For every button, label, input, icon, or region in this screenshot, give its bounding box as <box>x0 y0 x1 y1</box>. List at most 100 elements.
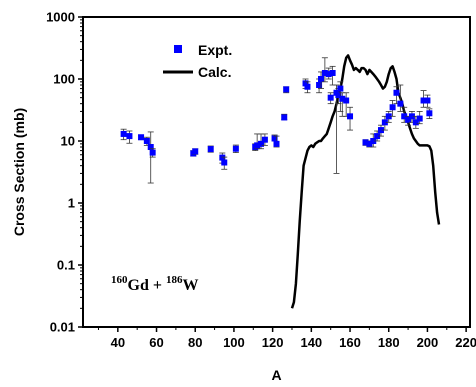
x-axis-title: A <box>271 367 281 383</box>
expt-point <box>389 100 396 117</box>
expt-marker <box>370 138 377 144</box>
expt-marker <box>401 113 408 120</box>
expt-marker <box>126 133 133 140</box>
expt-marker <box>335 92 342 99</box>
expt-point <box>138 134 145 141</box>
y-tick-label: 100 <box>53 72 75 87</box>
expt-marker <box>221 159 228 166</box>
expt-series <box>120 57 433 184</box>
expt-marker <box>273 140 280 147</box>
plot-border <box>82 16 471 328</box>
expt-marker <box>416 115 423 122</box>
x-tick-label: 120 <box>262 335 284 350</box>
expt-point <box>232 144 239 153</box>
y-axis-title: Cross Section (mb) <box>11 108 27 236</box>
expt-point <box>221 156 228 170</box>
expt-marker <box>339 95 346 102</box>
expt-marker <box>389 104 396 111</box>
expt-point <box>149 148 156 158</box>
expt-marker <box>347 113 354 120</box>
expt-marker <box>120 130 127 137</box>
expt-marker <box>325 71 332 78</box>
x-tick-label: 40 <box>111 335 125 350</box>
expt-marker <box>426 110 433 117</box>
expt-marker <box>318 76 325 82</box>
expt-point <box>397 84 404 112</box>
expt-marker <box>321 69 328 76</box>
x-tick-label: 60 <box>149 335 163 350</box>
expt-marker <box>207 146 214 153</box>
x-tick-label: 100 <box>223 335 245 350</box>
expt-point <box>281 113 288 121</box>
expt-marker <box>232 145 239 152</box>
expt-marker <box>420 97 427 104</box>
expt-point <box>424 94 431 108</box>
expt-marker <box>424 97 431 104</box>
expt-point <box>329 65 336 86</box>
annotation-mass-a: 160 <box>111 274 128 286</box>
calc-line <box>290 54 441 309</box>
expt-marker <box>362 139 369 146</box>
annotation-symbol-b: W <box>182 277 198 294</box>
expt-marker <box>385 113 392 120</box>
expt-marker <box>408 113 415 120</box>
expt-marker <box>377 127 384 134</box>
y-tick-label: 10 <box>61 134 75 149</box>
expt-marker <box>412 119 419 126</box>
expt-marker <box>381 119 388 126</box>
expt-point <box>325 67 332 80</box>
expt-point <box>273 135 280 148</box>
expt-point <box>192 148 199 155</box>
expt-marker <box>147 144 154 151</box>
x-tick-label: 80 <box>188 335 202 350</box>
annotation-symbol-a: Gd <box>128 277 149 294</box>
legend-expt-label: Expt. <box>198 42 232 58</box>
expt-marker <box>271 135 278 142</box>
expt-point <box>126 130 133 144</box>
expt-marker <box>258 140 265 147</box>
expt-point <box>283 86 290 94</box>
expt-marker <box>143 138 150 144</box>
expt-marker <box>343 97 350 104</box>
expt-marker <box>192 148 199 155</box>
annotation-mass-b: 186 <box>166 274 183 286</box>
expt-marker <box>327 94 334 101</box>
annotation-plus: + <box>149 277 166 294</box>
legend-expt-marker <box>174 45 182 53</box>
x-tick-label: 220 <box>455 335 476 350</box>
expt-point <box>120 128 127 141</box>
expt-marker <box>329 69 336 76</box>
expt-point <box>416 111 423 125</box>
expt-marker <box>405 116 412 123</box>
x-tick-label: 140 <box>300 335 322 350</box>
expt-point <box>304 81 311 94</box>
expt-point <box>327 92 334 105</box>
expt-marker <box>393 89 400 96</box>
expt-marker <box>302 80 309 87</box>
x-tick-label: 180 <box>378 335 400 350</box>
expt-marker <box>374 133 381 140</box>
y-tick-label: 1000 <box>46 10 75 25</box>
expt-point <box>426 108 433 119</box>
expt-marker <box>149 149 156 156</box>
expt-point <box>347 106 354 131</box>
expt-marker <box>337 85 344 92</box>
expt-marker <box>397 100 404 107</box>
expt-marker <box>254 142 261 149</box>
expt-point <box>385 111 392 123</box>
expt-marker <box>219 154 226 161</box>
x-tick-label: 160 <box>339 335 361 350</box>
y-axis: 0.01 0.1 1 10 100 1000 <box>46 10 83 335</box>
expt-marker <box>304 83 311 90</box>
y-tick-label: 0.01 <box>50 320 75 335</box>
plot-frame <box>82 16 471 328</box>
legend: Expt. Calc. <box>163 42 232 80</box>
y-tick-label: 0.1 <box>57 258 75 273</box>
legend-calc-label: Calc. <box>198 64 231 80</box>
expt-point <box>261 133 268 146</box>
expt-marker <box>316 82 323 89</box>
expt-marker <box>366 140 373 147</box>
calc-series <box>290 54 441 309</box>
expt-marker <box>281 114 288 121</box>
x-tick-label: 200 <box>417 335 439 350</box>
